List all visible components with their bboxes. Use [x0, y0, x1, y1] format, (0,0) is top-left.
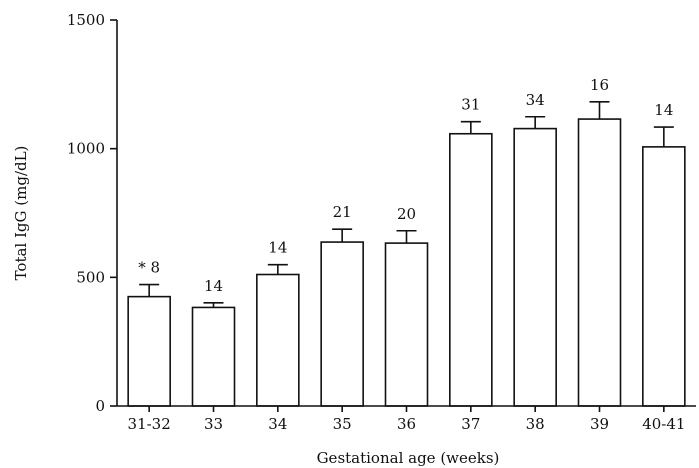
bar-group: 31 — [449, 96, 493, 407]
x-axis-title: Gestational age (weeks) — [317, 449, 500, 467]
bar-group: * 8 — [127, 259, 171, 407]
bar-group: 34 — [513, 91, 557, 407]
bar-count-label: 20 — [397, 205, 416, 223]
bar-group: 14 — [191, 277, 236, 407]
bar — [191, 306, 236, 407]
bar-count-label: 16 — [590, 76, 609, 94]
bar — [127, 295, 171, 407]
bar — [513, 127, 557, 407]
bar-group: 21 — [320, 203, 364, 407]
y-tick-label: 0 — [95, 397, 105, 415]
bar-count-label: 31 — [461, 96, 480, 114]
bar-count-label: 14 — [268, 239, 287, 257]
bar — [320, 241, 364, 407]
x-tick-label: 40-41 — [642, 415, 685, 433]
bar-group: 20 — [384, 205, 429, 407]
x-tick-label: 34 — [268, 415, 287, 433]
bar — [449, 132, 493, 407]
y-tick-label: 500 — [76, 268, 105, 286]
bar-group: 14 — [256, 239, 300, 407]
x-tick-label: 39 — [590, 415, 609, 433]
bar-count-label: 14 — [204, 277, 223, 295]
bar — [577, 118, 622, 407]
y-axis-title: Total IgG (mg/dL) — [12, 146, 30, 281]
bar-count-label: 34 — [526, 91, 545, 109]
bar — [384, 242, 429, 407]
bar-group: 14 — [642, 101, 686, 407]
x-tick-label: 35 — [333, 415, 352, 433]
y-tick-label: 1000 — [67, 140, 105, 158]
bar — [642, 146, 686, 407]
x-tick-label: 33 — [204, 415, 223, 433]
y-tick-label: 1500 — [67, 11, 105, 29]
bar-group: 16 — [577, 76, 622, 407]
x-tick-label: 38 — [526, 415, 545, 433]
bar — [256, 273, 300, 407]
bar-count-label: * 8 — [138, 259, 160, 277]
ticks-layer: 31-32 33 34 35 36 37 38 39 40-41 0 500 1000 1500 — [67, 11, 686, 433]
x-tick-label: 31-32 — [128, 415, 171, 433]
bar-count-label: 14 — [654, 101, 673, 119]
bar-count-label: 21 — [333, 203, 352, 221]
x-tick-label: 36 — [397, 415, 416, 433]
x-tick-label: 37 — [461, 415, 480, 433]
bars-layer: * 8 14 14 21 20 31 34 16 14 — [127, 76, 686, 407]
